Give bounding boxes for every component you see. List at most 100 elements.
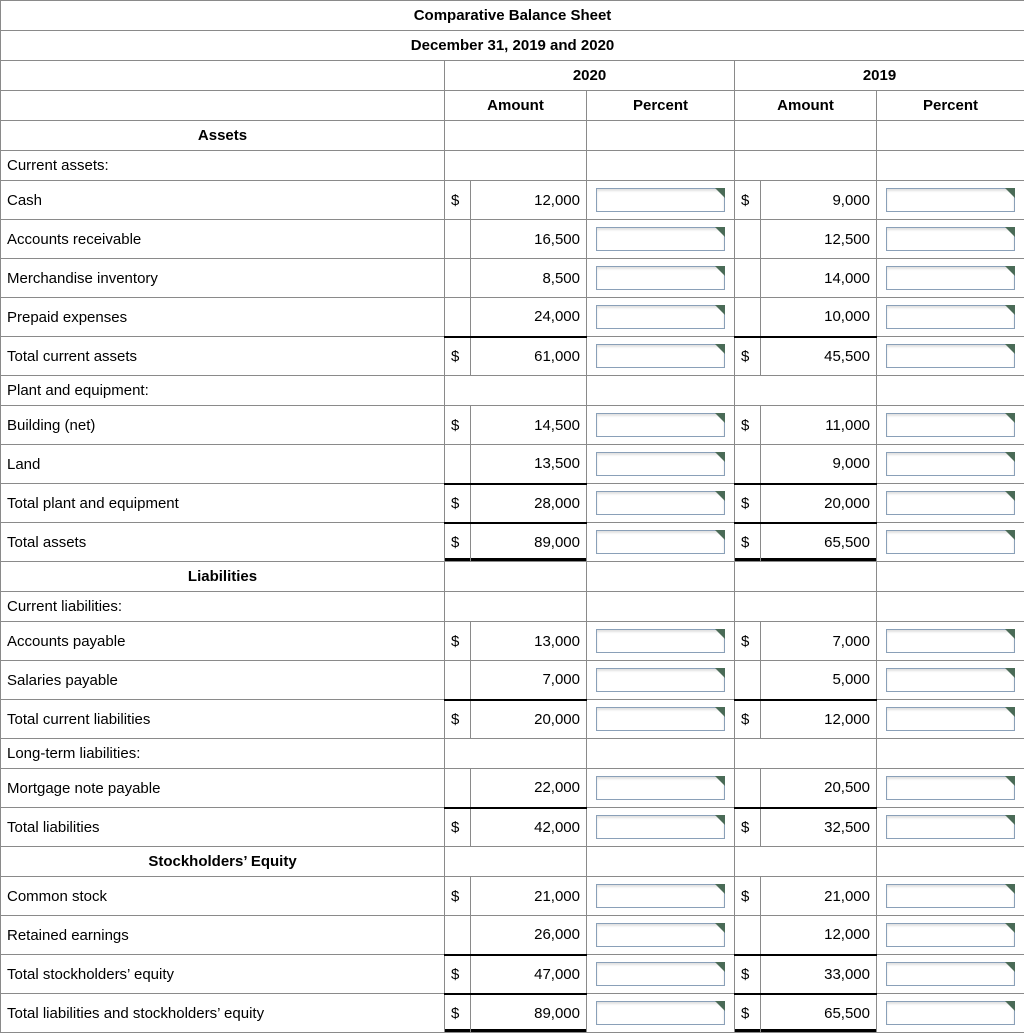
section-liabilities: Liabilities bbox=[1, 562, 445, 592]
row-tcl-label: Total current liabilities bbox=[1, 700, 445, 739]
blank bbox=[1, 91, 445, 121]
row-re-pct2020[interactable] bbox=[587, 916, 735, 955]
row-tpe-pct2020[interactable] bbox=[587, 484, 735, 523]
row-sp-2019: 5,000 bbox=[761, 661, 877, 700]
row-inv-label: Merchandise inventory bbox=[1, 259, 445, 298]
row-tlse-2019: 65,500 bbox=[761, 994, 877, 1033]
row-cs-label: Common stock bbox=[1, 877, 445, 916]
row-sp-label: Salaries payable bbox=[1, 661, 445, 700]
row-tcl-pct2020[interactable] bbox=[587, 700, 735, 739]
row-land-label: Land bbox=[1, 445, 445, 484]
row-tl-2020: 42,000 bbox=[471, 808, 587, 847]
percent-2019-header: Percent bbox=[877, 91, 1024, 121]
row-tcl-pct2019[interactable] bbox=[877, 700, 1024, 739]
row-tse-pct2019[interactable] bbox=[877, 955, 1024, 994]
row-sp-2020: 7,000 bbox=[471, 661, 587, 700]
row-tse-2019: 33,000 bbox=[761, 955, 877, 994]
row-cl-header: Current liabilities: bbox=[1, 592, 445, 622]
row-land-2019: 9,000 bbox=[761, 445, 877, 484]
row-mort-2020: 22,000 bbox=[471, 769, 587, 808]
row-mort-2019: 20,500 bbox=[761, 769, 877, 808]
row-prepaid-2020: 24,000 bbox=[471, 298, 587, 337]
row-cs-2019: 21,000 bbox=[761, 877, 877, 916]
row-bldg-pct2019[interactable] bbox=[877, 406, 1024, 445]
row-tse-2020: 47,000 bbox=[471, 955, 587, 994]
row-tlse-pct2020[interactable] bbox=[587, 994, 735, 1033]
row-ta-2020: 89,000 bbox=[471, 523, 587, 562]
row-bldg-2020: 14,500 bbox=[471, 406, 587, 445]
row-ap-label: Accounts payable bbox=[1, 622, 445, 661]
row-ar-2019: 12,500 bbox=[761, 220, 877, 259]
row-sp-pct2020[interactable] bbox=[587, 661, 735, 700]
row-bldg-label: Building (net) bbox=[1, 406, 445, 445]
row-ta-label: Total assets bbox=[1, 523, 445, 562]
row-current-assets-header: Current assets: bbox=[1, 151, 445, 181]
row-ap-pct2020[interactable] bbox=[587, 622, 735, 661]
row-tpe-pct2019[interactable] bbox=[877, 484, 1024, 523]
row-tlse-pct2019[interactable] bbox=[877, 994, 1024, 1033]
row-ar-pct2019[interactable] bbox=[877, 220, 1024, 259]
row-cs-2020: 21,000 bbox=[471, 877, 587, 916]
section-equity: Stockholders’ Equity bbox=[1, 847, 445, 877]
row-ta-pct2020[interactable] bbox=[587, 523, 735, 562]
row-ap-2019: 7,000 bbox=[761, 622, 877, 661]
row-re-pct2019[interactable] bbox=[877, 916, 1024, 955]
row-inv-2020: 8,500 bbox=[471, 259, 587, 298]
row-cash-pct2019[interactable] bbox=[877, 181, 1024, 220]
row-re-2020: 26,000 bbox=[471, 916, 587, 955]
amount-2019-header: Amount bbox=[735, 91, 877, 121]
row-tse-pct2020[interactable] bbox=[587, 955, 735, 994]
row-cash-pct2020[interactable] bbox=[587, 181, 735, 220]
row-tca-pct2019[interactable] bbox=[877, 337, 1024, 376]
row-tse-label: Total stockholders’ equity bbox=[1, 955, 445, 994]
row-tl-2019: 32,500 bbox=[761, 808, 877, 847]
row-inv-pct2019[interactable] bbox=[877, 259, 1024, 298]
amount-2020-header: Amount bbox=[445, 91, 587, 121]
row-ap-pct2019[interactable] bbox=[877, 622, 1024, 661]
year-2019-header: 2019 bbox=[735, 61, 1024, 91]
year-2020-header: 2020 bbox=[445, 61, 735, 91]
row-mort-pct2020[interactable] bbox=[587, 769, 735, 808]
balance-sheet-table: Comparative Balance Sheet December 31, 2… bbox=[0, 0, 1024, 1033]
row-cash-d2020: $ bbox=[445, 181, 471, 220]
row-land-2020: 13,500 bbox=[471, 445, 587, 484]
row-land-pct2019[interactable] bbox=[877, 445, 1024, 484]
row-tca-2019: 45,500 bbox=[761, 337, 877, 376]
row-sp-pct2019[interactable] bbox=[877, 661, 1024, 700]
row-tlse-2020: 89,000 bbox=[471, 994, 587, 1033]
blank bbox=[1, 61, 445, 91]
row-tcl-2020: 20,000 bbox=[471, 700, 587, 739]
row-cash-d2019: $ bbox=[735, 181, 761, 220]
row-cs-pct2020[interactable] bbox=[587, 877, 735, 916]
row-prepaid-label: Prepaid expenses bbox=[1, 298, 445, 337]
row-cash-2020: 12,000 bbox=[471, 181, 587, 220]
section-assets: Assets bbox=[1, 121, 445, 151]
row-prepaid-pct2020[interactable] bbox=[587, 298, 735, 337]
row-prepaid-pct2019[interactable] bbox=[877, 298, 1024, 337]
percent-2020-header: Percent bbox=[587, 91, 735, 121]
row-tlse-label: Total liabilities and stockholders’ equi… bbox=[1, 994, 445, 1033]
row-tca-label: Total current assets bbox=[1, 337, 445, 376]
title-sub: December 31, 2019 and 2020 bbox=[1, 31, 1024, 61]
row-tl-pct2019[interactable] bbox=[877, 808, 1024, 847]
row-prepaid-2019: 10,000 bbox=[761, 298, 877, 337]
row-ar-pct2020[interactable] bbox=[587, 220, 735, 259]
row-tl-pct2020[interactable] bbox=[587, 808, 735, 847]
row-cs-pct2019[interactable] bbox=[877, 877, 1024, 916]
row-bldg-pct2020[interactable] bbox=[587, 406, 735, 445]
row-cash-label: Cash bbox=[1, 181, 445, 220]
title-main: Comparative Balance Sheet bbox=[1, 1, 1024, 31]
row-tca-2020: 61,000 bbox=[471, 337, 587, 376]
row-cash-2019: 9,000 bbox=[761, 181, 877, 220]
row-tcl-2019: 12,000 bbox=[761, 700, 877, 739]
row-tca-pct2020[interactable] bbox=[587, 337, 735, 376]
row-inv-pct2020[interactable] bbox=[587, 259, 735, 298]
row-pe-header: Plant and equipment: bbox=[1, 376, 445, 406]
row-land-pct2020[interactable] bbox=[587, 445, 735, 484]
row-re-2019: 12,000 bbox=[761, 916, 877, 955]
row-inv-2019: 14,000 bbox=[761, 259, 877, 298]
row-ta-pct2019[interactable] bbox=[877, 523, 1024, 562]
row-mort-pct2019[interactable] bbox=[877, 769, 1024, 808]
row-ar-2020: 16,500 bbox=[471, 220, 587, 259]
row-lt-header: Long-term liabilities: bbox=[1, 739, 445, 769]
